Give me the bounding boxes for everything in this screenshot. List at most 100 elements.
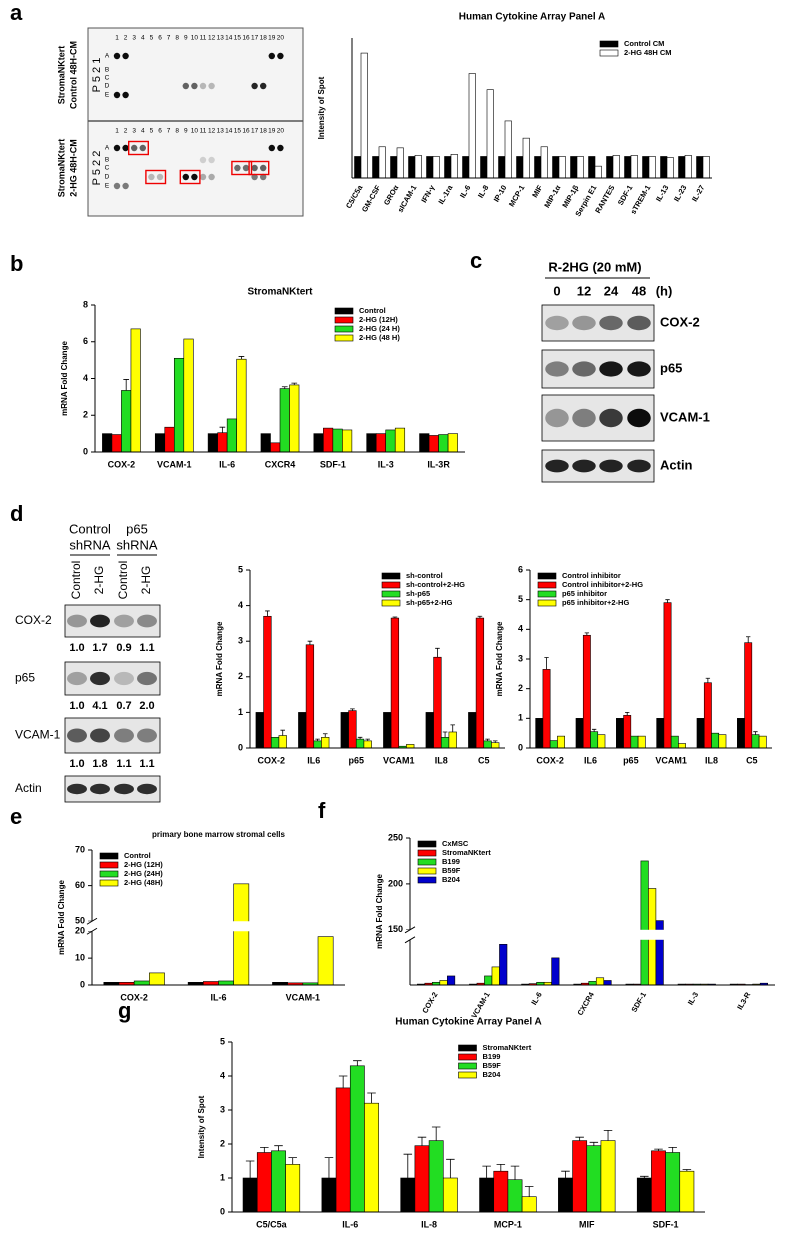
legend-label: B199 bbox=[442, 857, 460, 866]
bar bbox=[462, 156, 470, 179]
bar bbox=[279, 388, 290, 453]
y-tick-label: 1 bbox=[238, 707, 243, 717]
legend-label: StromaNKtert bbox=[442, 848, 491, 857]
blot-band bbox=[137, 614, 157, 628]
y-tick-label: 3 bbox=[238, 636, 243, 646]
time-label: 12 bbox=[577, 283, 591, 298]
bar bbox=[475, 617, 485, 749]
bar bbox=[670, 735, 679, 749]
legend-label: 2-HG (12H) bbox=[359, 315, 398, 324]
bar bbox=[630, 155, 638, 179]
group-label: Control bbox=[69, 521, 111, 536]
bar bbox=[696, 156, 704, 179]
blot-band bbox=[137, 671, 157, 686]
legend-swatch bbox=[381, 599, 401, 607]
legend-label: B59F bbox=[442, 866, 461, 875]
bar bbox=[516, 156, 524, 179]
blot-band bbox=[572, 459, 596, 473]
blot-row-label: p65 bbox=[660, 360, 682, 375]
y-tick-label: 0 bbox=[83, 446, 88, 456]
blot-band bbox=[90, 728, 110, 743]
array-column: 15 bbox=[234, 35, 242, 42]
bar bbox=[236, 358, 247, 453]
panel-label: f bbox=[318, 798, 326, 823]
array-column: 9 bbox=[184, 35, 188, 42]
bar bbox=[364, 1102, 379, 1213]
array-column: 19 bbox=[268, 128, 276, 135]
highlight-box bbox=[248, 160, 270, 176]
panel-label: c bbox=[470, 248, 482, 273]
bar bbox=[582, 634, 591, 749]
bar bbox=[468, 73, 476, 179]
error-bar bbox=[435, 647, 440, 658]
bar bbox=[575, 718, 584, 749]
blot-band bbox=[137, 728, 157, 743]
x-tick-label: C5/C5a bbox=[256, 1219, 288, 1229]
bar bbox=[603, 980, 612, 986]
time-label: 48 bbox=[632, 283, 646, 298]
x-tick-label: VCAM1 bbox=[655, 755, 687, 765]
error-bar bbox=[357, 736, 363, 740]
blot-band bbox=[627, 459, 651, 473]
y-tick-label: 2 bbox=[220, 1138, 225, 1148]
y-tick-label: 200 bbox=[388, 878, 403, 888]
legend-label: sh-control+2-HG bbox=[406, 580, 465, 589]
x-tick-label: IL8 bbox=[705, 755, 718, 765]
array-column: 18 bbox=[260, 128, 268, 135]
y-axis-label: Intensity of Spot bbox=[317, 76, 326, 139]
legend-swatch bbox=[99, 870, 119, 878]
bar bbox=[360, 52, 368, 179]
array-condition: 2-HG 48H-CM bbox=[68, 139, 78, 197]
array-spot bbox=[122, 52, 129, 60]
legend-label: 2-HG (24H) bbox=[124, 869, 163, 878]
legend-swatch bbox=[381, 572, 401, 580]
panel-label: b bbox=[10, 251, 23, 276]
x-tick-label: SDF-1 bbox=[629, 990, 648, 1013]
legend-swatch bbox=[537, 599, 557, 607]
y-tick-label: 0 bbox=[238, 742, 243, 752]
quant-label: 2.0 bbox=[139, 700, 154, 712]
chart-title: primary bone marrow stromal cells bbox=[152, 830, 285, 839]
error-bar bbox=[350, 708, 355, 711]
blot-strip bbox=[64, 661, 161, 696]
array-spot bbox=[277, 144, 284, 152]
bar bbox=[522, 137, 530, 179]
error-bar bbox=[668, 1147, 677, 1153]
bar bbox=[576, 156, 584, 179]
bar bbox=[552, 156, 560, 179]
bar bbox=[600, 1140, 616, 1213]
array-row: C bbox=[105, 165, 110, 172]
bar bbox=[317, 936, 334, 986]
error-bar bbox=[446, 1158, 455, 1178]
error-bar bbox=[584, 632, 590, 636]
bar bbox=[342, 429, 353, 453]
bar bbox=[572, 1140, 588, 1213]
array-row: A bbox=[105, 53, 110, 60]
bar bbox=[447, 975, 456, 986]
bar bbox=[448, 731, 457, 749]
bar bbox=[260, 433, 271, 453]
legend-swatch bbox=[599, 49, 619, 57]
array-column: 9 bbox=[184, 128, 188, 135]
x-tick-label: C5 bbox=[746, 755, 758, 765]
array-column: 7 bbox=[167, 128, 171, 135]
bar bbox=[480, 156, 488, 179]
bar bbox=[363, 740, 372, 749]
bar bbox=[551, 957, 560, 986]
bar bbox=[447, 433, 458, 453]
bar bbox=[486, 89, 494, 179]
array-column: 11 bbox=[200, 128, 207, 135]
bar bbox=[595, 977, 605, 986]
error-bar bbox=[746, 636, 751, 643]
array-spot bbox=[208, 173, 215, 181]
error-bar bbox=[544, 657, 549, 670]
axis-break bbox=[404, 929, 775, 940]
legend-label: Control bbox=[359, 306, 386, 315]
legend-swatch bbox=[381, 590, 401, 598]
error-bar bbox=[403, 1153, 413, 1178]
lane-label: Control bbox=[116, 561, 130, 600]
bar bbox=[408, 156, 416, 179]
y-axis-label: mRNA Fold Change bbox=[57, 880, 66, 955]
bar bbox=[121, 390, 132, 453]
bar bbox=[679, 1170, 695, 1213]
